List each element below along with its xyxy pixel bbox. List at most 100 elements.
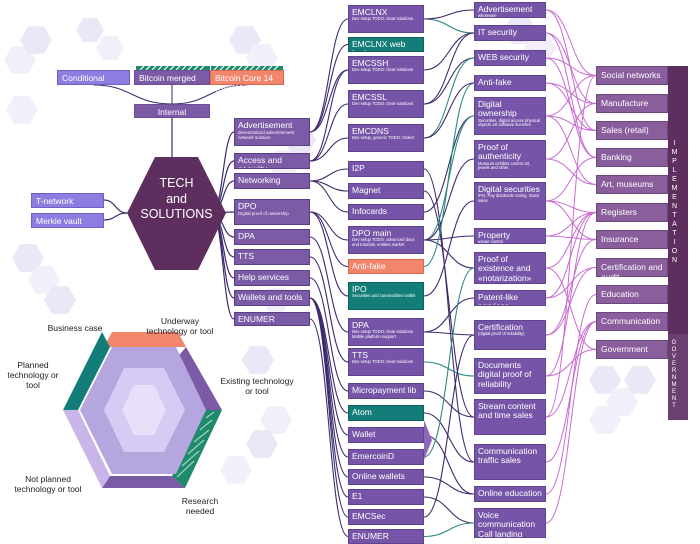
wire xyxy=(545,267,597,350)
wire xyxy=(545,9,597,76)
wire xyxy=(545,212,597,237)
conditional-transactions-box: Conditional transactions xyxy=(57,70,130,93)
wire xyxy=(545,157,597,202)
tech-emcsec-19-title: EMCSec xyxy=(352,511,386,521)
tech-emcssl-3-title: EMCSSL xyxy=(352,92,387,102)
wire xyxy=(423,331,475,336)
domain-label: Communication xyxy=(601,316,661,326)
tech-dpa-11-subtitle: Dev setup TODO: clear solutions Mobile p… xyxy=(352,329,414,339)
tech-dpo-main-8-title: DPO main xyxy=(352,228,392,238)
app-digital-ownership-subtitle: Securities, digital access physical obje… xyxy=(478,117,541,128)
background-hex xyxy=(6,96,38,124)
app-documents-digital-proof-of-reliability-title: Documents digital proof of reliability xyxy=(478,360,532,389)
wire xyxy=(309,103,349,162)
wire xyxy=(423,235,475,241)
merged-mining-label: Bitcoin merged mining xyxy=(139,73,196,93)
solution-enumer: ENUMER xyxy=(234,312,310,326)
solution-access-and-security: Access and security xyxy=(234,153,310,169)
background-hex xyxy=(12,244,44,272)
app-certification: Certification (digital proof of reliabili… xyxy=(474,320,546,350)
app-documents-digital-proof-of-reliability: Documents digital proof of reliability xyxy=(474,358,546,394)
solution-dpa-title: DPA xyxy=(238,231,255,241)
domain-label: Manufacture xyxy=(601,98,649,108)
wire xyxy=(545,349,597,377)
app-anti-fake-title: Anti-fake xyxy=(478,77,512,87)
wire xyxy=(423,32,475,105)
solution-advertisement: Advertisement decentralized advertisement… xyxy=(234,118,310,146)
solution-wallets-and-tools-title: Wallets and tools xyxy=(238,292,303,302)
tech-dpo-main-8: DPO main Dev setup TODO: advanced docs an… xyxy=(348,226,424,254)
tech-wallet-15: Wallet xyxy=(348,427,424,443)
app-voice-communication-call-landing: Voice communication Call landing xyxy=(474,508,546,538)
legend-segment-research xyxy=(172,410,222,488)
tech-i2p-5-title: I2P xyxy=(352,163,365,173)
wire xyxy=(423,390,475,418)
background-hex xyxy=(589,366,621,394)
wire xyxy=(309,256,349,363)
hub-title-line3: SOLUTIONS xyxy=(140,207,213,222)
background-hex xyxy=(20,26,52,54)
tech-emcssh-2-subtitle: Dev setup TODO: clear solutions xyxy=(352,67,414,73)
app-certification-subtitle: (digital proof of reliability) xyxy=(478,331,525,337)
solution-tts: TTS xyxy=(234,249,310,265)
domain-art-museums: Art, museums xyxy=(596,175,668,194)
tech-emclnx-web-broker-1-title: EMCLNX web broker xyxy=(352,39,406,51)
wire xyxy=(545,267,597,299)
wire xyxy=(423,32,475,71)
domain-label: Registers xyxy=(601,207,637,217)
wire xyxy=(309,168,349,182)
domain-banking: Banking xyxy=(596,148,668,167)
wire xyxy=(309,43,349,133)
core14-box: Bitcoin Core 14 (SegWit) xyxy=(210,70,284,93)
tech-emcssh-2-title: EMCSSH xyxy=(352,58,389,68)
solution-help-services: Help services xyxy=(234,270,310,286)
legend-underway: Underway technology or tool xyxy=(146,316,214,337)
hub-hexagon xyxy=(127,157,226,270)
wire xyxy=(423,297,475,333)
app-patent-like-services: Patent-like services xyxy=(474,290,546,306)
wire-group xyxy=(92,9,597,538)
tech-infocards-7: Infocards xyxy=(348,204,424,220)
app-digital-securities-title: Digital securities xyxy=(478,184,540,194)
app-it-security: IT security xyxy=(474,25,546,41)
wire xyxy=(423,57,475,105)
wire xyxy=(171,84,248,105)
wire xyxy=(423,9,475,20)
tech-wallet-15-title: Wallet xyxy=(352,429,376,439)
wire xyxy=(309,211,349,268)
legend-segment-planned xyxy=(63,332,110,410)
tech-dpa-11-title: DPA xyxy=(352,320,369,330)
background-hex xyxy=(246,44,278,72)
legend-segment-existing xyxy=(176,347,222,410)
domain-education: Education xyxy=(596,285,668,304)
wire xyxy=(545,57,597,76)
solution-advertisement-title: Advertisement xyxy=(238,120,293,130)
wire xyxy=(423,522,475,538)
wire xyxy=(423,496,475,524)
app-online-education: Online education xyxy=(474,486,546,502)
solution-enumer-title: ENUMER xyxy=(238,314,275,324)
tech-emcdns-4-subtitle: Dev setup, generic TODO: broker xyxy=(352,135,415,141)
background-hex xyxy=(44,286,76,314)
wire xyxy=(545,115,597,131)
wire xyxy=(309,18,349,133)
hub-title-line1: TECH xyxy=(159,176,194,190)
tech-emercoind-16: EmercoinD xyxy=(348,449,424,465)
tech-emclnx-web-broker-1: EMCLNX web broker xyxy=(348,37,424,52)
wire xyxy=(103,199,128,214)
solution-dpo-subtitle: Digital proof of ownership xyxy=(238,210,289,216)
app-advertisement: Advertisement wholesale xyxy=(474,2,546,18)
background-hex xyxy=(246,430,278,458)
implementation-bar xyxy=(668,66,688,334)
implementation-label: IMPLEMENTATION xyxy=(671,140,678,266)
solution-advertisement-subtitle: decentralized advertisement network solu… xyxy=(238,129,295,140)
app-patent-like-services-title: Patent-like services xyxy=(478,292,519,305)
wire xyxy=(309,277,349,392)
background-hex xyxy=(260,406,292,434)
tech-emclnx-0-title: EMCLNX xyxy=(352,7,388,17)
app-web-security: WEB security xyxy=(474,50,546,66)
internal-label: Internal xyxy=(157,107,187,117)
solution-help-services-title: Help services xyxy=(238,272,290,282)
background-hex xyxy=(624,366,656,394)
